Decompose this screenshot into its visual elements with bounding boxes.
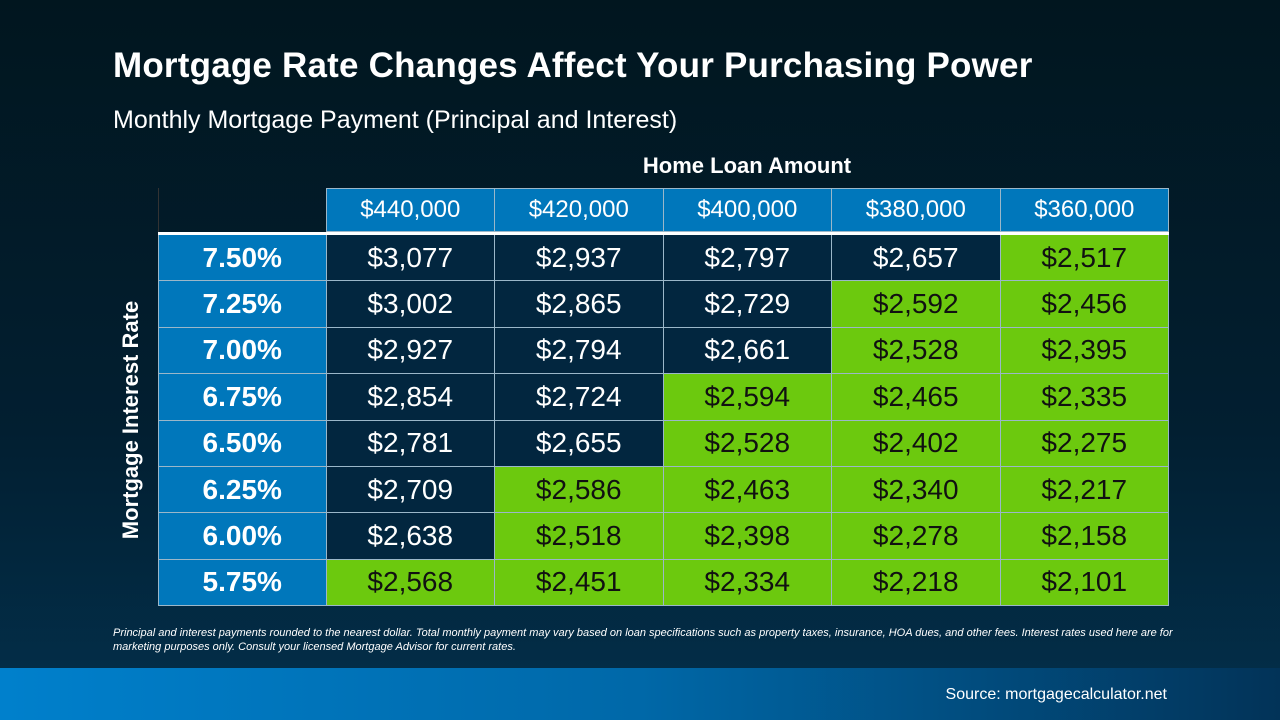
rate-label: 7.50% <box>158 235 327 282</box>
payment-cell: $2,278 <box>832 513 1001 560</box>
payment-cell: $2,158 <box>1000 513 1169 560</box>
column-header-loan-amount: $440,000 <box>326 188 495 232</box>
table-row: 7.50% $3,077 $2,937 $2,797 $2,657 $2,517 <box>158 235 1169 282</box>
payment-cell: $2,794 <box>495 327 664 375</box>
payment-cell: $2,398 <box>663 513 832 560</box>
payment-cell: $2,335 <box>1000 374 1169 421</box>
rate-label: 6.75% <box>158 374 327 421</box>
column-axis-label: Home Loan Amount <box>642 153 852 178</box>
table-row: 6.75% $2,854 $2,724 $2,594 $2,465 $2,335 <box>158 374 1169 421</box>
payment-cell: $2,275 <box>1000 420 1169 467</box>
payment-cell: $2,657 <box>832 235 1001 282</box>
payment-cell: $2,568 <box>326 559 495 607</box>
payment-cell: $2,592 <box>832 281 1001 328</box>
column-header-loan-amount: $360,000 <box>1000 188 1169 232</box>
payment-table: $440,000 $420,000 $400,000 $380,000 $360,000… <box>158 188 1169 607</box>
payment-cell: $2,340 <box>832 466 1001 514</box>
payment-cell: $2,456 <box>1000 281 1169 328</box>
rate-label: 6.00% <box>158 513 327 560</box>
payment-cell: $2,865 <box>495 281 664 328</box>
table-header-row: $440,000 $420,000 $400,000 $380,000 $360,000 <box>158 188 1169 235</box>
payment-cell: $3,077 <box>326 235 495 282</box>
payment-cell: $2,218 <box>832 559 1001 607</box>
payment-cell: $2,465 <box>832 374 1001 421</box>
payment-cell: $2,101 <box>1000 559 1169 607</box>
payment-cell: $2,594 <box>663 374 832 421</box>
payment-cell: $2,517 <box>1000 235 1169 282</box>
payment-cell: $2,528 <box>663 420 832 467</box>
subtitle: Monthly Mortgage Payment (Principal and … <box>113 106 678 134</box>
footnote: Principal and interest payments rounded … <box>113 627 1173 653</box>
payment-cell: $2,334 <box>663 559 832 607</box>
payment-cell: $2,927 <box>326 327 495 375</box>
payment-cell: $2,586 <box>495 466 664 514</box>
payment-cell: $2,729 <box>663 281 832 328</box>
table-corner <box>158 188 327 232</box>
column-header-loan-amount: $400,000 <box>663 188 832 232</box>
payment-cell: $2,661 <box>663 327 832 375</box>
column-header-loan-amount: $420,000 <box>495 188 664 232</box>
payment-cell: $2,528 <box>832 327 1001 375</box>
table-row: 7.00% $2,927 $2,794 $2,661 $2,528 $2,395 <box>158 327 1169 375</box>
rate-label: 7.00% <box>158 327 327 375</box>
payment-cell: $2,638 <box>326 513 495 560</box>
payment-cell: $2,518 <box>495 513 664 560</box>
rate-label: 5.75% <box>158 559 327 607</box>
payment-cell: $2,402 <box>832 420 1001 467</box>
footer-band <box>0 668 1280 720</box>
column-header-loan-amount: $380,000 <box>832 188 1001 232</box>
table-row: 6.50% $2,781 $2,655 $2,528 $2,402 $2,275 <box>158 420 1169 467</box>
source-text: Source: mortgagecalculator.net <box>945 686 1167 703</box>
table-row: 5.75% $2,568 $2,451 $2,334 $2,218 $2,101 <box>158 559 1169 607</box>
payment-cell: $2,724 <box>495 374 664 421</box>
rate-label: 6.50% <box>158 420 327 467</box>
payment-cell: $2,709 <box>326 466 495 514</box>
payment-cell: $2,217 <box>1000 466 1169 514</box>
payment-cell: $2,655 <box>495 420 664 467</box>
payment-cell: $2,854 <box>326 374 495 421</box>
payment-cell: $2,451 <box>495 559 664 607</box>
page-title: Mortgage Rate Changes Affect Your Purcha… <box>113 46 1033 85</box>
payment-cell: $2,937 <box>495 235 664 282</box>
table-row: 6.00% $2,638 $2,518 $2,398 $2,278 $2,158 <box>158 513 1169 560</box>
payment-cell: $2,395 <box>1000 327 1169 375</box>
payment-cell: $2,781 <box>326 420 495 467</box>
row-axis-label: Mortgage Interest Rate <box>118 300 143 540</box>
payment-cell: $2,463 <box>663 466 832 514</box>
table-row: 6.25% $2,709 $2,586 $2,463 $2,340 $2,217 <box>158 466 1169 514</box>
payment-cell: $2,797 <box>663 235 832 282</box>
payment-cell: $3,002 <box>326 281 495 328</box>
table-row: 7.25% $3,002 $2,865 $2,729 $2,592 $2,456 <box>158 281 1169 328</box>
rate-label: 7.25% <box>158 281 327 328</box>
rate-label: 6.25% <box>158 466 327 514</box>
